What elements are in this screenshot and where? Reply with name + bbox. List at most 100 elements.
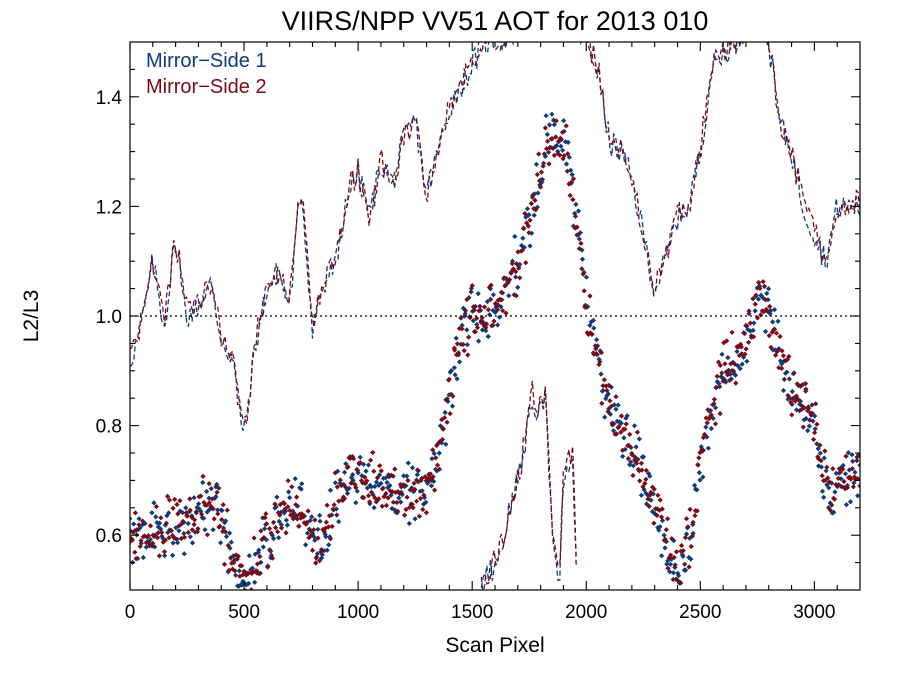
- data-point: [578, 240, 584, 246]
- data-point: [665, 516, 671, 522]
- data-point: [688, 543, 694, 550]
- data-point: [668, 556, 675, 562]
- data-point: [153, 514, 159, 520]
- data-point: [737, 366, 743, 372]
- data-point: [409, 501, 415, 507]
- data-point: [185, 520, 191, 527]
- data-point: [533, 161, 539, 167]
- x-tick-label: 500: [228, 602, 260, 623]
- data-point: [159, 529, 165, 536]
- data-point: [153, 504, 159, 510]
- data-point: [431, 478, 437, 484]
- data-point: [249, 565, 255, 571]
- data-point: [394, 499, 400, 506]
- data-point: [387, 488, 393, 494]
- data-point: [332, 480, 338, 486]
- data-point: [336, 498, 342, 504]
- data-point: [783, 358, 789, 364]
- data-point: [136, 516, 142, 522]
- data-point: [640, 454, 647, 460]
- data-point: [405, 477, 411, 484]
- data-point: [246, 580, 252, 587]
- data-point: [361, 461, 367, 467]
- data-point: [669, 536, 675, 542]
- data-point: [576, 246, 582, 252]
- data-point: [220, 502, 226, 508]
- data-point: [316, 558, 323, 564]
- data-point: [583, 304, 589, 310]
- data-point: [166, 497, 173, 503]
- data-point: [769, 329, 775, 335]
- data-point: [323, 519, 329, 525]
- data-point: [620, 447, 626, 453]
- data-point: [623, 415, 629, 421]
- data-point: [735, 344, 741, 350]
- data-point: [589, 331, 595, 337]
- data-point: [170, 505, 176, 511]
- data-point: [519, 247, 525, 253]
- data-point: [703, 424, 709, 430]
- data-point: [422, 474, 428, 480]
- data-point: [785, 392, 791, 399]
- data-point: [655, 525, 661, 531]
- data-point: [318, 547, 325, 553]
- data-point: [519, 242, 525, 249]
- data-point: [410, 505, 416, 511]
- data-point: [395, 489, 401, 495]
- data-point: [527, 217, 533, 223]
- data-point: [800, 382, 806, 388]
- data-point: [147, 536, 153, 543]
- data-point: [541, 151, 547, 157]
- data-point: [750, 327, 756, 333]
- data-point: [317, 512, 323, 518]
- data-point: [621, 435, 627, 441]
- data-point: [663, 539, 669, 545]
- data-point: [618, 420, 624, 426]
- data-point: [676, 580, 682, 586]
- data-point: [544, 146, 550, 152]
- data-point: [249, 570, 255, 576]
- data-point: [622, 426, 628, 432]
- data-point: [809, 410, 815, 416]
- data-point: [829, 502, 835, 508]
- data-point: [805, 408, 811, 414]
- data-point: [532, 197, 538, 203]
- data-point: [682, 561, 688, 567]
- data-point: [799, 403, 805, 409]
- data-point: [267, 547, 273, 553]
- data-point: [196, 506, 202, 512]
- data-point: [725, 372, 731, 378]
- data-point: [829, 480, 835, 486]
- data-point: [771, 307, 778, 313]
- data-point: [604, 393, 610, 399]
- data-point: [523, 214, 529, 220]
- data-point: [577, 230, 583, 236]
- data-point: [667, 569, 673, 575]
- data-point: [704, 420, 710, 426]
- data-point: [643, 476, 649, 482]
- data-point: [587, 322, 593, 328]
- data-point: [553, 118, 559, 124]
- data-point: [133, 527, 140, 533]
- data-point: [563, 123, 569, 129]
- data-point: [152, 532, 158, 538]
- data-point: [485, 333, 491, 340]
- data-point: [767, 303, 773, 310]
- data-point: [538, 169, 545, 175]
- data-point: [817, 442, 823, 448]
- data-point: [166, 535, 172, 541]
- data-point: [692, 513, 698, 519]
- data-point: [359, 473, 365, 479]
- data-point: [283, 517, 289, 523]
- data-point: [611, 428, 617, 434]
- data-point: [710, 415, 716, 421]
- data-point: [147, 523, 154, 529]
- data-point: [568, 167, 574, 173]
- data-point: [536, 151, 542, 157]
- data-point: [620, 453, 626, 459]
- data-point: [368, 484, 375, 490]
- data-point: [659, 506, 665, 512]
- data-point: [561, 118, 567, 124]
- data-point: [472, 329, 478, 335]
- data-point: [546, 122, 553, 128]
